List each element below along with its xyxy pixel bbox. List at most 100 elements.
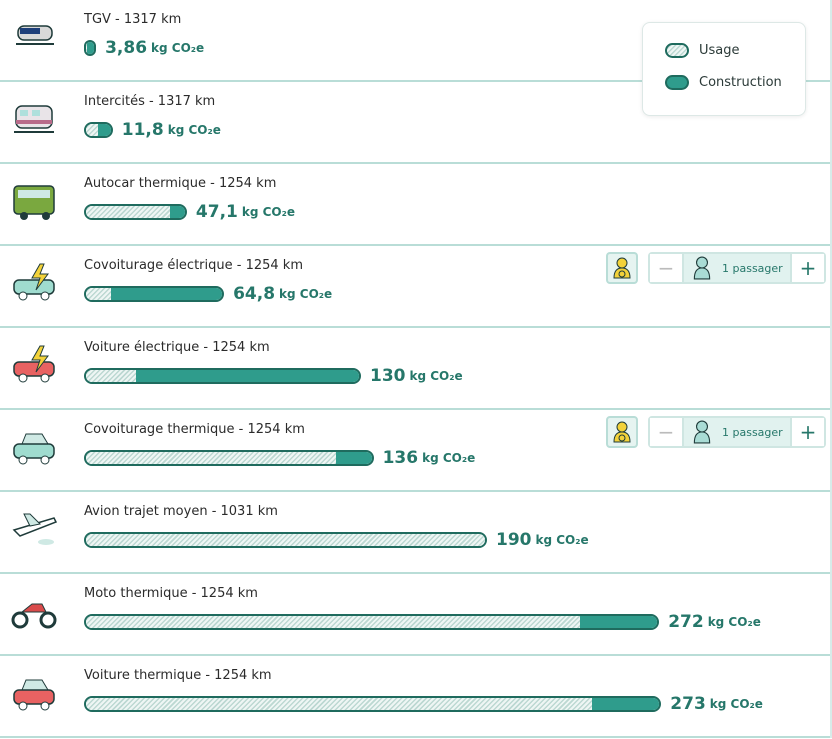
transport-row: Covoiturage électrique - 1254 km 64,8 kg…	[0, 246, 830, 328]
transport-row: Autocar thermique - 1254 km 47,1 kg CO₂e	[0, 164, 830, 246]
legend-construction: Construction	[665, 75, 782, 90]
emission-unit: kg CO₂e	[535, 533, 589, 547]
transport-title: Autocar thermique - 1254 km	[84, 176, 277, 191]
passenger-label: 1 passager	[722, 425, 783, 439]
transport-row: Covoiturage thermique - 1254 km 136 kg C…	[0, 410, 830, 492]
passenger-stepper: − 1 passager +	[648, 252, 826, 284]
legend-construction-label: Construction	[699, 75, 782, 90]
emission-bar	[84, 696, 662, 712]
emission-unit: kg CO₂e	[167, 123, 221, 137]
usage-segment	[86, 534, 485, 546]
emission-bar	[84, 286, 225, 302]
emission-bar	[84, 450, 374, 466]
passenger-controls: − 1 passager +	[606, 416, 826, 448]
emission-value: 136	[382, 448, 419, 468]
passenger-icon	[693, 420, 711, 444]
construction-segment	[335, 452, 372, 464]
construction-swatch	[665, 75, 689, 90]
emission-bar	[84, 532, 487, 548]
emission-bar-line: 273 kg CO₂e	[84, 694, 763, 714]
transport-row: Voiture électrique - 1254 km 130 kg CO₂e	[0, 328, 830, 410]
emission-bar	[84, 368, 361, 384]
legend-usage-label: Usage	[699, 43, 740, 58]
construction-segment	[579, 616, 658, 628]
emission-bar-line: 272 kg CO₂e	[84, 612, 761, 632]
transport-title: TGV - 1317 km	[84, 12, 182, 27]
usage-segment	[86, 370, 137, 382]
motorcycle-icon	[11, 603, 57, 629]
construction-segment	[136, 370, 359, 382]
emission-bar	[84, 122, 113, 138]
electric-car-icon	[13, 263, 55, 301]
legend-usage: Usage	[665, 43, 740, 58]
construction-segment	[592, 698, 660, 710]
emission-value: 272	[668, 612, 704, 632]
passenger-stepper: − 1 passager +	[648, 416, 826, 448]
transport-row: Moto thermique - 1254 km 272 kg CO₂e	[0, 574, 830, 656]
passenger-count: 1 passager	[682, 418, 792, 446]
emission-value: 273	[670, 694, 706, 714]
transport-title: Voiture électrique - 1254 km	[84, 340, 270, 355]
usage-segment	[86, 124, 99, 136]
construction-segment	[98, 124, 111, 136]
driver-icon[interactable]	[606, 252, 638, 284]
emission-value: 64,8	[233, 284, 276, 304]
passenger-label: 1 passager	[722, 261, 783, 275]
usage-segment	[86, 616, 580, 628]
passenger-icon	[693, 256, 711, 280]
construction-segment	[87, 42, 95, 54]
usage-segment	[86, 206, 170, 218]
emission-bar-line: 11,8 kg CO₂e	[84, 120, 221, 140]
emission-value: 11,8	[121, 120, 164, 140]
increase-passenger-button[interactable]: +	[792, 254, 824, 282]
car-red-icon	[13, 679, 55, 711]
emission-bar-line: 64,8 kg CO₂e	[84, 284, 332, 304]
transport-title: Moto thermique - 1254 km	[84, 586, 258, 601]
emission-bar-line: 190 kg CO₂e	[84, 530, 589, 550]
emission-value: 190	[496, 530, 532, 550]
transport-title: Covoiturage thermique - 1254 km	[84, 422, 305, 437]
electric-car-red-icon	[13, 345, 55, 383]
transport-row: TGV - 1317 km 3,86 kg CO₂e	[0, 0, 830, 82]
emission-bar-line: 47,1 kg CO₂e	[84, 202, 295, 222]
emission-bar	[84, 204, 187, 220]
passenger-controls: − 1 passager +	[606, 252, 826, 284]
usage-segment	[86, 698, 593, 710]
construction-segment	[111, 288, 223, 300]
emission-bar	[84, 614, 660, 630]
tgv-train-icon	[16, 25, 54, 45]
decrease-passenger-button[interactable]: −	[650, 254, 682, 282]
transport-row: Avion trajet moyen - 1031 km 190 kg CO₂e	[0, 492, 830, 574]
emission-value: 47,1	[195, 202, 238, 222]
emission-unit: kg CO₂e	[151, 41, 205, 55]
emission-value: 130	[370, 366, 406, 386]
emission-bar	[84, 40, 97, 56]
emission-bar-line: 136 kg CO₂e	[84, 448, 475, 468]
emission-value: 3,86	[105, 38, 148, 58]
driver-icon[interactable]	[606, 416, 638, 448]
usage-segment	[86, 452, 336, 464]
usage-segment	[86, 42, 88, 54]
construction-segment	[170, 206, 185, 218]
emission-unit: kg CO₂e	[409, 369, 463, 383]
usage-swatch	[665, 43, 689, 58]
emission-bar-line: 3,86 kg CO₂e	[84, 38, 204, 58]
usage-segment	[86, 288, 112, 300]
increase-passenger-button[interactable]: +	[792, 418, 824, 446]
transport-title: Avion trajet moyen - 1031 km	[84, 504, 278, 519]
transport-title: Covoiturage électrique - 1254 km	[84, 258, 303, 273]
bus-icon	[13, 185, 55, 220]
emission-unit: kg CO₂e	[707, 615, 761, 629]
intercites-train-icon	[14, 105, 54, 133]
emission-unit: kg CO₂e	[422, 451, 476, 465]
passenger-count: 1 passager	[682, 254, 792, 282]
transport-row: Intercités - 1317 km 11,8 kg CO₂e	[0, 82, 830, 164]
emission-bar-line: 130 kg CO₂e	[84, 366, 463, 386]
transport-title: Voiture thermique - 1254 km	[84, 668, 272, 683]
car-icon	[13, 433, 55, 465]
decrease-passenger-button[interactable]: −	[650, 418, 682, 446]
emission-unit: kg CO₂e	[279, 287, 333, 301]
transport-title: Intercités - 1317 km	[84, 94, 216, 109]
legend: Usage Construction	[642, 22, 806, 116]
